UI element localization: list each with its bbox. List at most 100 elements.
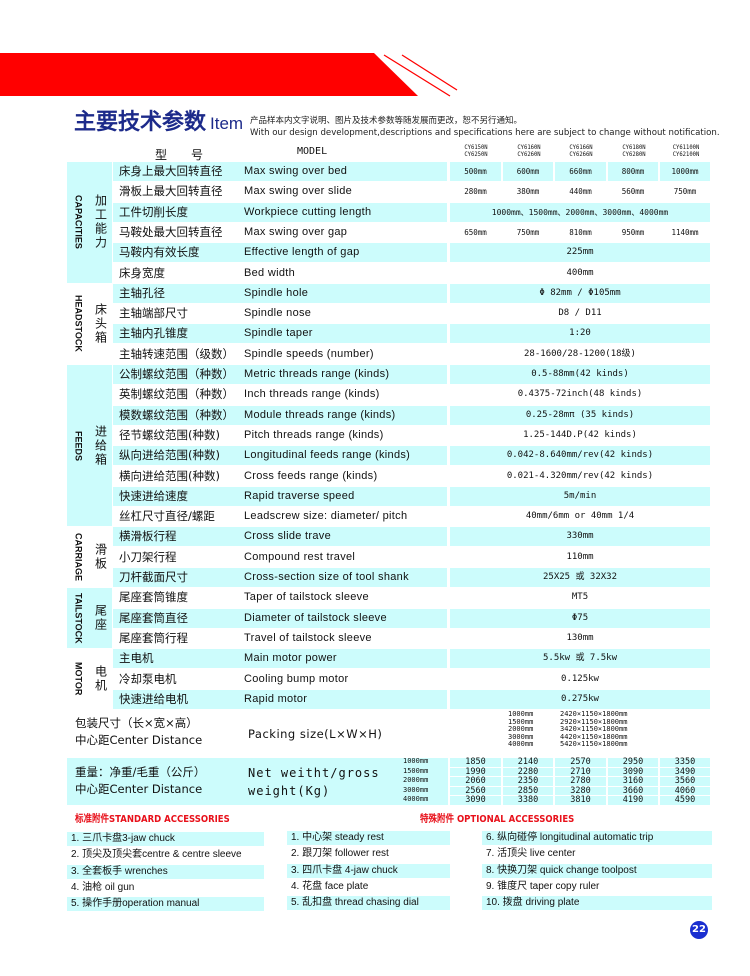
model-header: CY6150N CY6250N	[454, 144, 498, 158]
spec-name-en: Inch threads range (kinds)	[244, 388, 380, 401]
spec-name-en: Compound rest travel	[244, 550, 356, 563]
spec-name-zh: 工件切削长度	[113, 202, 243, 222]
weight-value: 4060	[660, 786, 710, 796]
optional-accessory-item: 7. 活顶尖 live center	[486, 848, 576, 860]
spec-value: 0.042-8.640mm/rev(42 kinds)	[450, 446, 710, 466]
packing-label-en: Packing size(L×W×H)	[248, 727, 383, 741]
spec-name-zh: 横滑板行程	[113, 527, 243, 547]
spec-value: 800mm	[608, 162, 658, 181]
weight-value: 2140	[503, 758, 553, 767]
standard-accessory-item: 4. 油枪 oil gun	[71, 881, 135, 893]
weight-label: 重量：净重/毛重（公斤） 中心距Center Distance	[75, 764, 205, 798]
spec-value: 40mm/6mm or 40mm 1/4	[525, 511, 635, 522]
weight-length: 4000mm	[403, 795, 429, 803]
spec-value: 660mm	[555, 162, 606, 181]
page-title-en: Item	[210, 114, 244, 133]
section-label-zh: 电机	[90, 649, 112, 710]
weight-value: 4590	[660, 796, 710, 805]
spec-value: 0.25-28mπ (35 kinds)	[450, 405, 710, 425]
notice-en: With our design development,descriptions…	[250, 128, 720, 138]
packing-label: 包装尺寸（长×宽×高） 中心距Center Distance	[75, 715, 202, 749]
model-name: CY6260N	[517, 150, 541, 158]
weight-label-zh: 重量：净重/毛重（公斤）	[75, 765, 206, 779]
packing-size: 5420×1150×1800mm	[560, 740, 628, 749]
spec-name-en: Cross feeds range (kinds)	[244, 469, 378, 482]
weight-value: 3160	[608, 777, 658, 786]
spec-value: 750mm	[673, 187, 697, 197]
model-header: CY6166N CY6266N	[559, 144, 603, 158]
spec-name-en: Effective length of gap	[240, 243, 447, 263]
spec-name-en: Spindle nose	[244, 307, 312, 320]
spec-name-en: Longitudinal feeds range (kinds)	[240, 446, 447, 466]
spec-name-en: Rapid motor	[240, 689, 447, 709]
spec-name-en: Metric threads range (kinds)	[240, 365, 447, 384]
model-header: CY61100N CY62100N	[664, 144, 708, 158]
spec-value: 600mm	[503, 162, 553, 181]
spec-name-en: Module threads range (kinds)	[240, 405, 447, 425]
spec-name-zh: 横向进给范围(种数)	[119, 468, 220, 483]
page-title-group: 主要技术参数 Item	[74, 104, 243, 136]
spec-name-zh: 小刀架行程	[119, 549, 177, 564]
page-number: 22	[690, 921, 708, 939]
optional-accessory-item: 8. 快换刀架 quick change toolpost	[482, 863, 712, 878]
spec-value: 25X25 或 32X32	[450, 568, 710, 587]
weight-length: 2000mm	[403, 776, 429, 784]
weight-value: 2560	[450, 786, 501, 796]
spec-name-en: Leadscrew size: diameter/ pitch	[244, 510, 408, 523]
spec-name-zh: 纵向进给范围(种数)	[113, 446, 243, 466]
header-banner	[0, 53, 458, 97]
weight-value: 2350	[503, 777, 553, 786]
packing-length: 1000mm	[508, 710, 534, 718]
weight-value: 3560	[660, 777, 710, 786]
optional-accessory-item: 5. 乱扣盘 thread chasing dial	[287, 896, 450, 911]
section-label-zh: 尾座	[90, 588, 112, 649]
spec-value: 225mm	[450, 243, 710, 263]
section-label-en: HEADSTOCK	[67, 283, 90, 364]
section-label-en: TAILSTOCK	[67, 588, 90, 649]
spec-name-zh: 公制螺纹范围（种数）	[113, 365, 243, 384]
spec-value: 750mm	[516, 227, 540, 237]
spec-value: 1.25-144D.P(42 kinds)	[523, 429, 637, 440]
standard-accessory-item: 3. 全套板手 wrenches	[67, 864, 264, 879]
spec-name-zh: 马鞍内有效长度	[113, 243, 243, 263]
weight-label-en: Net weitht/gross weight(Kg)	[248, 764, 380, 800]
spec-value: 380mm	[516, 187, 540, 197]
notice-zh: 产品样本内文字说明、图片及技术参数等随发展而更改，恕不另行通知。	[250, 116, 523, 126]
weight-value: 2570	[555, 758, 606, 767]
model-name: CY6160N	[517, 143, 541, 151]
packing-length: 1500mm	[508, 717, 534, 726]
optional-accessory-item: 2. 跟刀架 follower rest	[291, 848, 389, 860]
spec-name-zh: 尾座套筒锥度	[119, 590, 188, 605]
spec-name-zh: 主轴孔径	[113, 283, 243, 303]
spec-name-zh: 床身上最大回转直径	[113, 162, 243, 181]
optional-accessory-item: 4. 花盘 face plate	[291, 880, 369, 892]
model-name: CY6280N	[622, 150, 646, 158]
spec-name-zh: 马鞍处最大回转直径	[119, 224, 223, 239]
packing-length: 3000mm	[508, 732, 534, 741]
spec-value: 0.5-88mm(42 kinds)	[450, 365, 710, 384]
model-name: CY6166N	[569, 143, 593, 151]
spec-name-zh: 床身宽度	[119, 265, 165, 280]
spec-value: Φ75	[450, 608, 710, 628]
standard-accessory-item: 2. 顶尖及顶尖套centre & centre sleeve	[71, 849, 242, 861]
packing-label-zh: 包装尺寸（长×宽×高）	[75, 716, 198, 730]
spec-name-en: Max swing over bed	[240, 162, 447, 181]
header-model-en: MODEL	[297, 146, 328, 157]
weight-value: 3380	[503, 796, 553, 805]
weight-value: 1850	[450, 758, 501, 767]
spec-value: 0.4375-72inch(48 kinds)	[517, 389, 643, 400]
spec-name-en: Cross slide trave	[240, 527, 447, 547]
weight-value: 3490	[660, 767, 710, 777]
spec-name-en: Travel of tailstock sleeve	[244, 631, 372, 644]
spec-value: 400mm	[566, 267, 594, 278]
model-name: CY6180N	[622, 143, 646, 151]
spec-name-en: Cross-section size of tool shank	[240, 568, 447, 587]
weight-value: 3660	[608, 786, 658, 796]
section-label-en: CAPACITIES	[67, 162, 90, 283]
spec-value: D8 / D11	[558, 308, 602, 319]
spec-value: 0.125kw	[561, 673, 599, 684]
model-name: CY62100N	[672, 150, 700, 158]
packing-size: 2920×1150×1800mm	[560, 717, 628, 726]
model-name: CY61100N	[672, 143, 700, 151]
spec-value: 130mm	[566, 632, 594, 643]
